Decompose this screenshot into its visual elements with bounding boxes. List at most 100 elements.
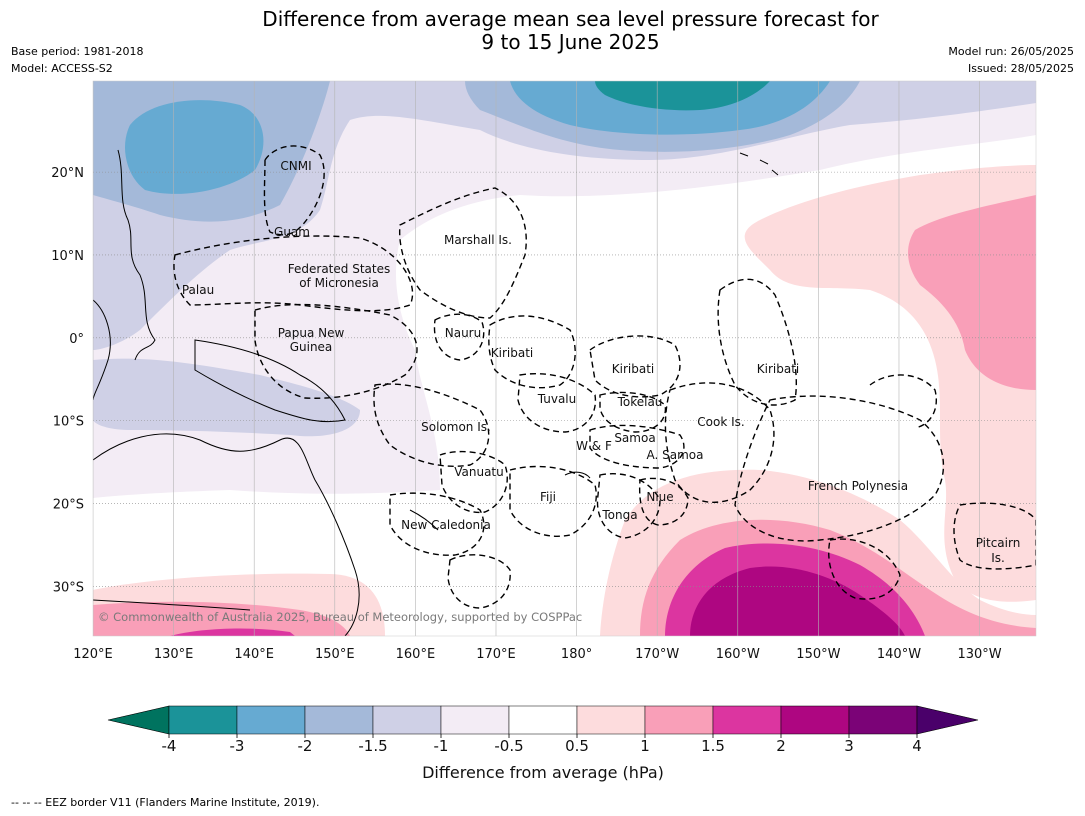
colorbar: -4 -3 -2 -1.5 -1 -0.5 0.5 1 1.5 2 3 4 — [107, 705, 979, 755]
label-solomon: Solomon Is. — [421, 420, 491, 434]
label-kiribati-2: Kiribati — [612, 362, 654, 376]
anomaly-minus-3 — [595, 81, 770, 111]
lon-tick-label: 150°W — [796, 647, 840, 662]
coast-australia — [93, 433, 360, 636]
eez-niue — [638, 477, 689, 526]
label-new-caledonia: New Caledonia — [401, 518, 491, 532]
label-png-2: Guinea — [290, 340, 333, 354]
meta-right: Model run: 26/05/2025 Issued: 28/05/2025 — [948, 43, 1074, 77]
anomaly-minus-1-png — [93, 358, 360, 437]
label-american-samoa: A. Samoa — [647, 448, 704, 462]
colorbar-tick-label: 3 — [844, 737, 854, 755]
coast-borneo — [93, 299, 111, 401]
label-nauru: Nauru — [445, 326, 481, 340]
label-pitcairn-2: Is. — [991, 551, 1005, 565]
colorbar-swatch — [440, 705, 510, 735]
eez-tuvalu — [517, 373, 597, 433]
colorbar-swatch — [304, 705, 374, 735]
colorbar-swatch — [508, 705, 578, 735]
lon-tick-label: 150°E — [315, 647, 355, 662]
colorbar-tick-label: -1 — [434, 737, 449, 755]
anomaly-plus-1-5-sw — [170, 628, 295, 636]
coast-hawaii — [739, 152, 779, 176]
colorbar-swatch — [644, 705, 714, 735]
coast-philippines — [117, 149, 156, 361]
lat-tick-label: 0° — [69, 332, 84, 347]
anomaly-plus-1-sw — [93, 601, 350, 636]
eez-nauru — [433, 313, 485, 361]
label-niue: Niue — [646, 490, 673, 504]
label-fsm-2: of Micronesia — [299, 276, 379, 290]
colorbar-tick-label: 1 — [640, 737, 650, 755]
title-line-1: Difference from average mean sea level p… — [262, 7, 879, 31]
lon-tick-label: 140°E — [234, 647, 274, 662]
lon-tick-label: 160°W — [716, 647, 760, 662]
eez-fsm — [173, 235, 414, 312]
eez-wallis-samoa — [589, 424, 685, 469]
map-figure: CNMI Guam Marshall Is. Federated States … — [51, 80, 1037, 782]
eez-footnote: -- -- -- EEZ border V11 (Flanders Marine… — [11, 796, 320, 809]
anomaly-minus-2 — [125, 100, 264, 194]
eez-tokelau — [599, 391, 667, 433]
lon-tick-label: 170°W — [635, 647, 679, 662]
label-png-1: Papua New — [278, 326, 345, 340]
eez-fiji — [509, 465, 597, 537]
label-kiribati-1: Kiribati — [491, 346, 533, 360]
coast-fiji — [564, 471, 591, 479]
label-kiribati-3: Kiribati — [757, 362, 799, 376]
eez-kiribati-gilbert — [488, 315, 576, 389]
issued-date: Issued: 28/05/2025 — [967, 62, 1074, 75]
eez-kiribati-line — [717, 278, 797, 406]
label-wallis-futuna: W & F — [576, 439, 612, 453]
colorbar-swatch — [236, 705, 306, 735]
eez-pitcairn — [953, 502, 1036, 570]
map-area[interactable] — [93, 81, 1036, 636]
eez-norfolk — [447, 554, 511, 609]
region-labels: CNMI Guam Marshall Is. Federated States … — [182, 159, 1020, 565]
label-cook: Cook Is. — [697, 415, 744, 429]
coast-new-guinea — [194, 339, 346, 423]
eez-png — [254, 303, 418, 399]
lon-tick-label: 130°E — [154, 647, 194, 662]
eez-cnmi — [263, 145, 325, 236]
label-tuvalu: Tuvalu — [537, 392, 577, 406]
colorbar-label: Difference from average (hPa) — [422, 763, 664, 782]
colorbar-tick-label: -4 — [162, 737, 177, 755]
label-pitcairn-1: Pitcairn — [976, 536, 1021, 550]
lon-tick-label: 180° — [561, 647, 592, 662]
coast-new-caledonia — [409, 509, 439, 531]
base-period: Base period: 1981-2018 — [11, 45, 144, 58]
coastlines — [93, 149, 779, 636]
colorbar-tick-label: -1.5 — [358, 737, 387, 755]
colorbar-under-arrow — [107, 705, 170, 735]
title-line-2: 9 to 15 June 2025 — [481, 30, 660, 54]
lon-tick-label: 160°E — [396, 647, 436, 662]
label-guam: Guam — [274, 225, 310, 239]
colorbar-tick-label: -2 — [298, 737, 313, 755]
colorbar-tick-label: -0.5 — [494, 737, 523, 755]
eez-austral — [828, 538, 901, 600]
lon-tick-label: 120°E — [73, 647, 113, 662]
eez-tonga — [596, 473, 661, 539]
eez-french-polynesia-south — [869, 374, 937, 429]
lon-tick-label: 140°W — [877, 647, 921, 662]
colorbar-tick-label: -3 — [230, 737, 245, 755]
graticule — [93, 81, 1036, 636]
lat-tick-label: 20°N — [51, 166, 84, 181]
label-samoa: Samoa — [614, 431, 655, 445]
map-frame — [92, 80, 1037, 637]
lat-tick-label: 30°S — [53, 580, 84, 595]
anomaly-minus-1 — [93, 81, 1036, 350]
colorbar-swatch — [576, 705, 646, 735]
label-cnmi: CNMI — [280, 159, 311, 173]
eez-marshall — [398, 187, 527, 319]
colorbar-swatch — [712, 705, 782, 735]
colorbar-tick-label: 0.5 — [565, 737, 589, 755]
model-name: Model: ACCESS-S2 — [11, 62, 113, 75]
eez-new-caledonia — [389, 492, 485, 556]
colorbar-swatch — [372, 705, 442, 735]
lon-tick-label: 170°E — [476, 647, 516, 662]
eez-french-polynesia — [734, 395, 945, 542]
colorbar-tick-label: 1.5 — [701, 737, 725, 755]
anomaly-plus-2-south — [690, 566, 905, 636]
